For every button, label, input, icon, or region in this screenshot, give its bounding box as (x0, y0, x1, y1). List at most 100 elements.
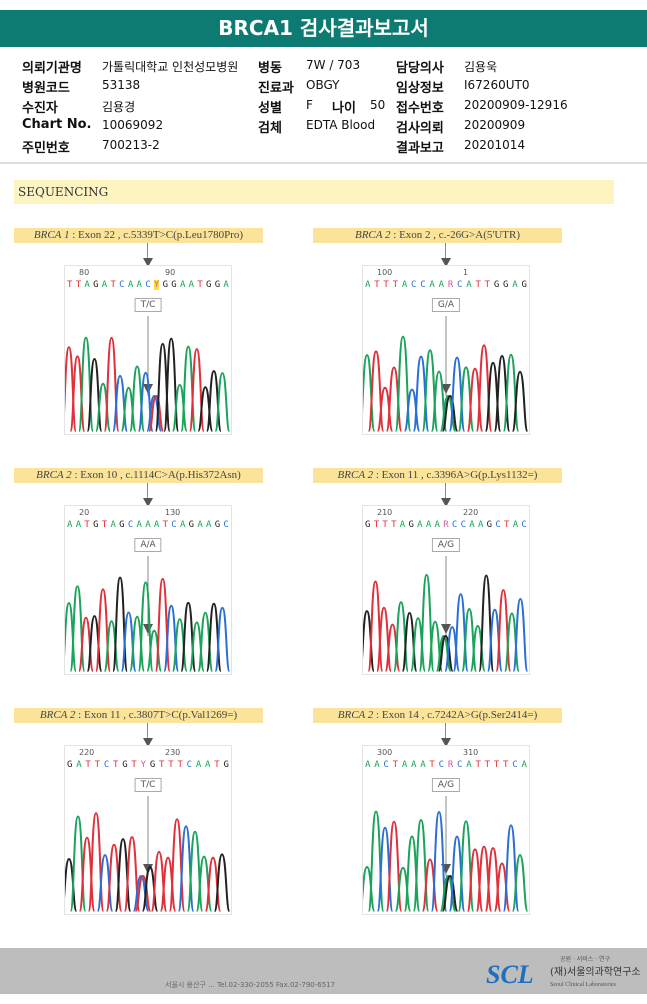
tick-label: 130 (165, 508, 181, 517)
trace-peak (112, 374, 129, 432)
base-call: A (195, 760, 202, 770)
trace-peak (197, 386, 214, 432)
info-label: 검체 (258, 121, 282, 136)
trace-peak (421, 858, 439, 912)
base-call: C (420, 280, 426, 290)
trace-peak (154, 342, 171, 432)
trace-peak (493, 862, 511, 912)
pointer-line (147, 723, 148, 747)
info-label: 수진자 (22, 101, 58, 116)
base-call: G (214, 280, 221, 290)
position-ticks: 80 90 (65, 268, 231, 280)
base-call: A (67, 520, 73, 530)
base-call: G (93, 520, 99, 530)
base-call: T (75, 280, 82, 290)
org-name-en: Seoul Clinical Laboratories (550, 982, 616, 988)
trace-plot (363, 316, 529, 432)
footer: 서울시 용산구 ... Tel.02-330-2055 Fax.02-790-6… (0, 948, 647, 994)
variant-description: : Exon 11 , c.3807T>C(p.Val1269=) (75, 709, 238, 721)
trace-peak (69, 355, 86, 432)
base-call: A (188, 280, 195, 290)
base-call: A (206, 520, 212, 530)
trace-peak (435, 634, 452, 672)
tick-label: 90 (165, 268, 176, 277)
gene-name: BRCA 2 (354, 229, 391, 241)
gene-name: BRCA 2 (337, 709, 374, 721)
base-call: A (512, 280, 518, 290)
tick-label: 1 (463, 268, 469, 277)
base-call: C (512, 760, 518, 770)
base-call: T (101, 520, 108, 530)
base-call: C (495, 520, 501, 530)
position-ticks: 20 130 (65, 508, 231, 520)
trace-peak (466, 367, 484, 432)
arrow-down-icon (441, 498, 451, 507)
base-call: C (186, 760, 193, 770)
info-value: 20200909-12916 (464, 98, 568, 112)
info-label: Chart No. (22, 117, 92, 132)
base-call: T (392, 280, 399, 290)
tick-label: 210 (377, 508, 393, 517)
base-call: T (131, 760, 137, 770)
variant-label: BRCA 2 : Exon 11 , c.3396A>G(p.Lys1132=) (313, 468, 562, 483)
trace-plot (65, 316, 231, 432)
trace-peak (486, 608, 503, 672)
trace-peak (452, 593, 469, 672)
trace-peak (475, 845, 493, 912)
variant-arrow-icon (143, 624, 153, 634)
tick-label: 230 (165, 748, 181, 757)
base-call: T (484, 280, 491, 290)
base-call: T (504, 520, 510, 530)
info-value: EDTA Blood (306, 118, 376, 132)
info-label: 담당의사 (396, 61, 444, 76)
info-label: 나이 (332, 101, 356, 116)
base-call: G (486, 520, 493, 530)
base-call: T (162, 520, 168, 530)
base-call: A (365, 280, 371, 290)
trace-peak (120, 611, 137, 672)
trace-peak (394, 866, 412, 912)
base-call: C (438, 760, 445, 770)
base-call: A (197, 520, 203, 530)
base-call: A (521, 760, 527, 770)
info-value: 53138 (102, 78, 141, 92)
trace-peak (448, 835, 466, 912)
base-call: G (171, 280, 177, 290)
arrow-down-icon (143, 498, 153, 507)
variant-description: : Exon 14 , c.7242A>G(p.Ser2414=) (373, 709, 538, 721)
base-call: T (110, 280, 116, 290)
arrow-down-icon (143, 738, 153, 747)
trace-peak (114, 838, 132, 912)
genotype-label: G/A (431, 298, 461, 312)
info-label: 접수번호 (396, 101, 444, 116)
base-call: T (382, 520, 388, 530)
trace-peak (205, 602, 222, 672)
base-call: A (411, 760, 417, 770)
genotype-label: A/G (431, 538, 461, 552)
trace-peak (214, 606, 231, 672)
base-call: Y (153, 280, 160, 290)
trace-peak (146, 629, 163, 672)
tick-label: 220 (79, 748, 95, 757)
info-label: 결과보고 (396, 141, 444, 156)
base-call: T (94, 760, 101, 770)
base-call: T (159, 760, 165, 770)
trace-peak (511, 370, 529, 432)
base-call: C (457, 760, 463, 770)
trace-plot (363, 796, 529, 912)
base-call: A (136, 280, 142, 290)
base-call: A (110, 520, 116, 530)
base-call: T (475, 760, 481, 770)
trace-peak (503, 612, 520, 672)
base-call: A (365, 760, 371, 770)
trace-peak (103, 620, 120, 672)
base-call: C (411, 280, 417, 290)
trace-peak (403, 388, 421, 432)
info-value: 김용욱 (464, 60, 498, 74)
trace-peak (392, 601, 410, 672)
trace-peak (96, 854, 114, 912)
